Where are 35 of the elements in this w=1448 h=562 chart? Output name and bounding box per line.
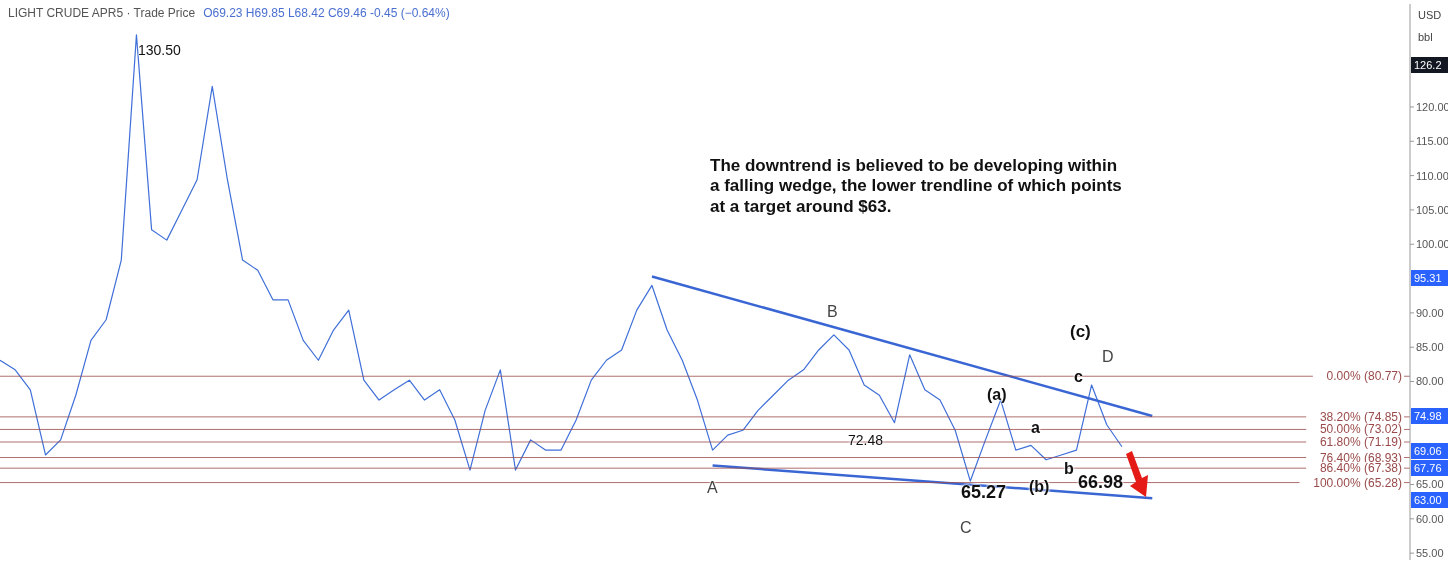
- annotation: 72.48: [848, 432, 884, 449]
- ref-line-label: 61.80% (71.19): [1319, 435, 1402, 449]
- y-tick-label: 65.00: [1416, 478, 1444, 491]
- annotation: D: [1102, 347, 1114, 367]
- y-tick-label: 55.00: [1416, 547, 1444, 560]
- y-axis-title: USD bbl: [1418, 8, 1443, 45]
- y-tick-label: 85.00: [1416, 341, 1444, 354]
- y-tick-label: 90.00: [1416, 306, 1444, 319]
- annotation: C: [960, 518, 972, 538]
- y-tick-label: 60.00: [1416, 512, 1444, 525]
- ref-line-label: 100.00% (65.28): [1313, 475, 1402, 490]
- annotation: (c): [1070, 322, 1091, 343]
- annotation: (a): [987, 385, 1007, 405]
- ref-line-label: 38.20% (74.85): [1319, 409, 1402, 424]
- y-tick-label: 110.00: [1416, 169, 1448, 182]
- annotation: c: [1074, 367, 1083, 387]
- y-tick-label: 80.00: [1416, 375, 1444, 388]
- ref-line-label: 86.40% (67.38): [1319, 461, 1402, 476]
- annotation: 130.50: [138, 42, 181, 59]
- annotation: 65.27: [961, 482, 1007, 504]
- y-tick-label: 115.00: [1416, 135, 1448, 148]
- text: 63.00: [1411, 492, 1448, 508]
- text: 126.2: [1411, 57, 1448, 73]
- text: 74.98: [1411, 408, 1448, 424]
- annotation: A: [707, 478, 718, 498]
- annotation: B: [827, 302, 838, 322]
- text: 67.76: [1411, 460, 1448, 476]
- ref-line-label: 0.00% (80.77): [1326, 369, 1402, 384]
- text: 95.31: [1411, 270, 1448, 286]
- ref-line-label: 50.00% (73.02): [1319, 422, 1402, 437]
- chart-subtitle: O69.23 H69.85 L68.42 C69.46 -0.45 (−0.64%): [203, 6, 450, 20]
- text: 69.06: [1411, 443, 1448, 459]
- annotation: b: [1064, 459, 1074, 479]
- chart-title: LIGHT CRUDE APR5 · Trade Price: [8, 6, 196, 20]
- annotation: The downtrend is believed to be developing within a falling wedge, the lower trendline of which points at a target around $63.: [710, 156, 1123, 218]
